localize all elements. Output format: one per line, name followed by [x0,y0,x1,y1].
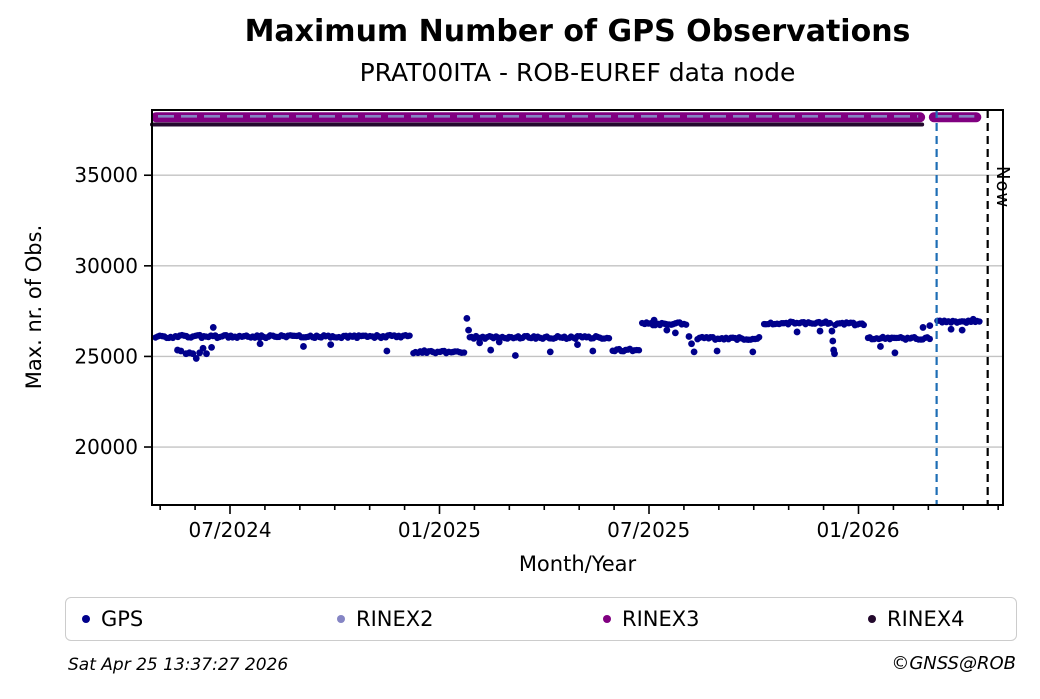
chart-title: Maximum Number of GPS Observations [244,14,911,49]
gps-point [860,321,867,329]
gps-outlier-point [685,333,693,340]
gps-outlier-point [749,348,757,356]
gps-outlier-point [969,315,977,323]
legend-box: GPS RINEX2 RINEX3 RINEX4 [65,597,1017,641]
chart-canvas: 07/2024 01/2025 07/2025 01/2026 20000 25000 30… [74,109,1004,542]
y-tick-label: 35000 [74,163,138,187]
gps-outlier-point [203,350,210,358]
gps-outlier-point [463,314,471,322]
gps-outlier-point [926,322,934,330]
copyright-text: ©GNSS@ROB [891,653,1016,674]
legend-item-gps: GPS [82,598,143,640]
gps-outlier-point [958,326,966,334]
gps-outlier-point [256,340,264,348]
gps-outlier-point [192,355,200,362]
gps-outlier-point [829,337,837,345]
legend-item-rinex4: RINEX4 [868,598,965,640]
gps-outlier-point [546,348,554,356]
legend-item-rinex3: RINEX3 [603,598,700,640]
gps-outlier-point [891,349,899,357]
gps-dot-icon [82,615,90,623]
gps-outlier-point [327,341,335,349]
x-tick-label: 07/2024 [188,518,271,542]
y-tick-label: 20000 [74,435,138,459]
legend-item-rinex2: RINEX2 [337,598,434,640]
plot-border [151,109,1004,506]
gps-outlier-point [828,327,836,335]
y-tick-label: 30000 [74,254,138,278]
rinex3-dot-icon [603,615,611,623]
gps-outlier-point [177,347,185,355]
x-axis-title: Month/Year [518,552,637,576]
gps-outlier-point [713,347,721,355]
gps-outlier-point [300,343,307,350]
gps-point [460,349,468,356]
gps-point [605,335,613,342]
chart-subtitle: PRAT00ITA - ROB-EUREF data node [359,58,796,87]
x-tick-label: 07/2025 [607,518,690,542]
gps-outlier-point [574,341,581,349]
gps-outlier-point [663,326,671,334]
gps-point [976,318,983,325]
y-tick-label: 25000 [74,344,138,368]
gps-outlier-point [688,340,695,348]
legend-label-rinex3: RINEX3 [622,607,700,631]
legend-label-rinex4: RINEX4 [887,607,965,631]
gps-outlier-point [589,347,597,355]
gps-outlier-point [671,329,679,337]
gps-outlier-point [831,350,838,358]
gps-point [406,332,413,339]
gps-point [755,333,763,341]
gps-outlier-point [209,324,217,331]
gps-outlier-point [793,328,801,336]
gps-outlier-point [383,347,391,355]
gps-point [826,319,834,327]
gps-outlier-point [690,348,698,356]
gps-outlier-point [650,316,658,324]
gps-point [682,321,690,328]
gps-outlier-point [487,346,495,354]
x-tick-label: 01/2025 [398,518,481,542]
gps-outlier-point [877,343,884,350]
rinex2-dot-icon [337,615,345,623]
legend-label-gps: GPS [101,607,144,631]
gps-outlier-point [816,327,824,335]
gps-outlier-point [476,339,484,347]
gps-outlier-point [208,343,215,351]
plot-timestamp: Sat Apr 25 13:37:27 2026 [68,655,289,675]
plot-area: 07/2024 01/2025 07/2025 01/2026 20000 25000 30… [74,109,1004,542]
x-tick-label: 01/2026 [817,518,900,542]
gps-outlier-point [199,344,207,352]
gps-outlier-point [465,326,472,334]
now-line-label: Now [992,166,1013,209]
gps-outlier-point [511,352,519,359]
gps-outlier-point [919,324,927,331]
legend-label-rinex2: RINEX2 [356,607,434,631]
gps-outlier-point [947,325,955,333]
gps-point [926,335,933,343]
rinex4-dot-icon [868,615,876,623]
gps-outlier-point [495,338,503,346]
gps-outlier-point [189,350,197,358]
y-axis-title: Max. nr. of Obs. [22,224,46,390]
gps-point [635,347,643,354]
